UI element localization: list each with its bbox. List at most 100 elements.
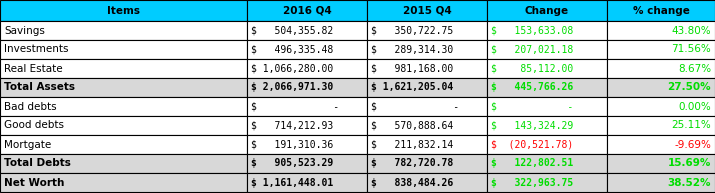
Text: 8.67%: 8.67% <box>678 63 711 74</box>
Text: 2015 Q4: 2015 Q4 <box>403 5 451 15</box>
Text: Bad debts: Bad debts <box>4 102 56 112</box>
Text: $             -: $ - <box>371 102 459 112</box>
Text: 0.00%: 0.00% <box>679 102 711 112</box>
Bar <box>487 59 607 78</box>
Bar <box>367 116 487 135</box>
Bar <box>487 21 607 40</box>
Bar <box>367 59 487 78</box>
Bar <box>607 21 715 40</box>
Bar <box>247 135 367 154</box>
Bar <box>487 40 607 59</box>
Bar <box>607 173 715 192</box>
Bar <box>487 0 607 21</box>
Text: Good debts: Good debts <box>4 120 64 130</box>
Bar <box>247 116 367 135</box>
Text: $   496,335.48: $ 496,335.48 <box>251 45 333 54</box>
Bar <box>367 21 487 40</box>
Text: 38.52%: 38.52% <box>668 178 711 188</box>
Bar <box>0 78 247 97</box>
Bar <box>247 97 367 116</box>
Bar <box>367 173 487 192</box>
Text: $   143,324.29: $ 143,324.29 <box>491 120 573 130</box>
Bar <box>0 135 247 154</box>
Bar <box>247 40 367 59</box>
Text: $   153,633.08: $ 153,633.08 <box>491 25 573 36</box>
Text: Total Assets: Total Assets <box>4 82 75 92</box>
Bar <box>607 0 715 21</box>
Text: $   191,310.36: $ 191,310.36 <box>251 140 333 150</box>
Bar <box>607 135 715 154</box>
Text: 43.80%: 43.80% <box>671 25 711 36</box>
Bar <box>247 0 367 21</box>
Bar <box>487 116 607 135</box>
Text: $   207,021.18: $ 207,021.18 <box>491 45 573 54</box>
Text: $ 1,161,448.01: $ 1,161,448.01 <box>251 178 333 188</box>
Text: -9.69%: -9.69% <box>674 140 711 150</box>
Bar <box>0 97 247 116</box>
Text: 27.50%: 27.50% <box>667 82 711 92</box>
Text: Net Worth: Net Worth <box>4 178 64 188</box>
Text: $   322,963.75: $ 322,963.75 <box>491 178 573 188</box>
Text: 71.56%: 71.56% <box>671 45 711 54</box>
Text: Total Debts: Total Debts <box>4 158 71 168</box>
Text: $    85,112.00: $ 85,112.00 <box>491 63 573 74</box>
Bar <box>487 78 607 97</box>
Text: % change: % change <box>633 5 689 15</box>
Bar <box>607 78 715 97</box>
Text: $            -: $ - <box>491 102 573 112</box>
Text: $   905,523.29: $ 905,523.29 <box>251 158 333 168</box>
Bar <box>487 97 607 116</box>
Text: 15.69%: 15.69% <box>668 158 711 168</box>
Text: $   445,766.26: $ 445,766.26 <box>491 82 573 92</box>
Text: Mortgate: Mortgate <box>4 140 51 150</box>
Text: $             -: $ - <box>251 102 339 112</box>
Bar <box>247 154 367 173</box>
Text: 2016 Q4: 2016 Q4 <box>282 5 331 15</box>
Bar <box>367 40 487 59</box>
Bar <box>0 59 247 78</box>
Bar <box>607 154 715 173</box>
Text: $   570,888.64: $ 570,888.64 <box>371 120 453 130</box>
Text: 25.11%: 25.11% <box>671 120 711 130</box>
Bar <box>0 0 247 21</box>
Bar <box>367 78 487 97</box>
Text: Savings: Savings <box>4 25 45 36</box>
Text: Investments: Investments <box>4 45 69 54</box>
Text: Real Estate: Real Estate <box>4 63 63 74</box>
Text: $   122,802.51: $ 122,802.51 <box>491 158 573 168</box>
Text: $   211,832.14: $ 211,832.14 <box>371 140 453 150</box>
Text: $   838,484.26: $ 838,484.26 <box>371 178 453 188</box>
Bar <box>367 0 487 21</box>
Bar <box>607 97 715 116</box>
Bar <box>487 135 607 154</box>
Bar <box>367 154 487 173</box>
Text: Change: Change <box>525 5 569 15</box>
Text: $ 1,066,280.00: $ 1,066,280.00 <box>251 63 333 74</box>
Bar <box>607 116 715 135</box>
Text: $   289,314.30: $ 289,314.30 <box>371 45 453 54</box>
Bar <box>487 173 607 192</box>
Bar <box>0 173 247 192</box>
Text: $   504,355.82: $ 504,355.82 <box>251 25 333 36</box>
Text: $   350,722.75: $ 350,722.75 <box>371 25 453 36</box>
Bar <box>0 154 247 173</box>
Bar <box>487 154 607 173</box>
Bar <box>607 40 715 59</box>
Bar <box>247 59 367 78</box>
Text: $   782,720.78: $ 782,720.78 <box>371 158 453 168</box>
Text: $   981,168.00: $ 981,168.00 <box>371 63 453 74</box>
Text: $  (20,521.78): $ (20,521.78) <box>491 140 573 150</box>
Bar <box>247 173 367 192</box>
Text: Items: Items <box>107 5 140 15</box>
Bar <box>247 78 367 97</box>
Bar <box>247 21 367 40</box>
Bar <box>607 59 715 78</box>
Bar <box>0 116 247 135</box>
Bar <box>367 97 487 116</box>
Text: $   714,212.93: $ 714,212.93 <box>251 120 333 130</box>
Bar <box>367 135 487 154</box>
Bar <box>0 40 247 59</box>
Text: $ 2,066,971.30: $ 2,066,971.30 <box>251 82 333 92</box>
Bar <box>0 21 247 40</box>
Text: $ 1,621,205.04: $ 1,621,205.04 <box>371 82 453 92</box>
